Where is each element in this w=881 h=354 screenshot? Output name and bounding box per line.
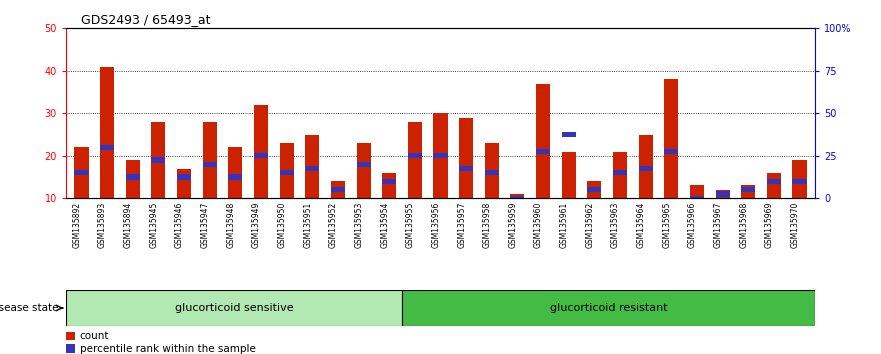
Bar [126, 160, 140, 198]
Bar [357, 143, 371, 198]
Text: GSM135948: GSM135948 [226, 202, 235, 248]
Bar [357, 162, 371, 167]
Text: GSM135947: GSM135947 [201, 202, 210, 248]
Bar [331, 181, 345, 198]
Text: glucorticoid resistant: glucorticoid resistant [550, 303, 667, 313]
Text: GSM135892: GSM135892 [72, 202, 81, 248]
Bar [100, 67, 115, 198]
Bar [741, 187, 755, 192]
Bar [66, 290, 402, 326]
Text: GSM135967: GSM135967 [714, 202, 722, 248]
Bar [510, 194, 524, 198]
Text: GSM135968: GSM135968 [739, 202, 748, 248]
Text: GSM135957: GSM135957 [457, 202, 466, 248]
Text: GSM135969: GSM135969 [765, 202, 774, 248]
Text: GDS2493 / 65493_at: GDS2493 / 65493_at [81, 13, 211, 26]
Bar [562, 152, 576, 198]
Text: GSM135965: GSM135965 [663, 202, 671, 248]
Text: GSM135961: GSM135961 [559, 202, 569, 248]
Bar [459, 166, 473, 171]
Bar [126, 175, 140, 179]
Text: GSM135964: GSM135964 [637, 202, 646, 248]
Bar [228, 147, 242, 198]
Bar [536, 84, 550, 198]
Text: GSM135956: GSM135956 [432, 202, 440, 248]
Bar [279, 170, 293, 175]
Bar [485, 143, 499, 198]
Text: count: count [79, 331, 109, 341]
Bar [793, 179, 807, 184]
Bar [510, 196, 524, 201]
Text: GSM135960: GSM135960 [534, 202, 543, 248]
Bar [66, 344, 75, 353]
Text: GSM135894: GSM135894 [123, 202, 133, 248]
Bar [613, 170, 627, 175]
Bar [639, 166, 653, 171]
Bar [305, 135, 319, 198]
Bar [382, 173, 396, 198]
Bar [766, 179, 781, 184]
Bar [433, 113, 448, 198]
Bar [254, 105, 268, 198]
Bar [203, 162, 217, 167]
Text: GSM135966: GSM135966 [688, 202, 697, 248]
Bar [766, 173, 781, 198]
Bar [228, 175, 242, 179]
Bar [74, 170, 88, 175]
Bar [588, 181, 602, 198]
Text: GSM135954: GSM135954 [381, 202, 389, 248]
Text: GSM135951: GSM135951 [303, 202, 312, 248]
Bar [690, 185, 704, 198]
Bar [254, 153, 268, 158]
Bar [588, 187, 602, 192]
Bar [613, 152, 627, 198]
Text: GSM135952: GSM135952 [329, 202, 338, 248]
Text: GSM135958: GSM135958 [483, 202, 492, 248]
Text: GSM135949: GSM135949 [252, 202, 261, 248]
Bar [536, 149, 550, 154]
Bar [639, 135, 653, 198]
Text: GSM135955: GSM135955 [406, 202, 415, 248]
Bar [402, 290, 815, 326]
Text: GSM135959: GSM135959 [508, 202, 517, 248]
Bar [741, 185, 755, 198]
Bar [203, 122, 217, 198]
Text: percentile rank within the sample: percentile rank within the sample [79, 343, 255, 354]
Bar [690, 196, 704, 201]
Bar [408, 153, 422, 158]
Bar [331, 187, 345, 192]
Bar [459, 118, 473, 198]
Bar [152, 122, 166, 198]
Text: GSM135893: GSM135893 [98, 202, 107, 248]
Text: GSM135962: GSM135962 [585, 202, 595, 248]
Bar [279, 143, 293, 198]
Bar [433, 153, 448, 158]
Bar [793, 160, 807, 198]
Bar [408, 122, 422, 198]
Text: GSM135963: GSM135963 [611, 202, 620, 248]
Text: glucorticoid sensitive: glucorticoid sensitive [174, 303, 293, 313]
Bar [715, 190, 729, 198]
Bar [664, 149, 678, 154]
Text: GSM135953: GSM135953 [354, 202, 364, 248]
Bar [485, 170, 499, 175]
Bar [66, 332, 75, 341]
Text: GSM135970: GSM135970 [790, 202, 800, 248]
Text: GSM135945: GSM135945 [150, 202, 159, 248]
Bar [305, 166, 319, 171]
Bar [715, 192, 729, 196]
Bar [100, 145, 115, 150]
Bar [562, 132, 576, 137]
Text: GSM135950: GSM135950 [278, 202, 286, 248]
Bar [177, 175, 191, 179]
Text: GSM135946: GSM135946 [175, 202, 184, 248]
Bar [74, 147, 88, 198]
Bar [177, 169, 191, 198]
Bar [382, 179, 396, 184]
Bar [152, 158, 166, 162]
Text: disease state: disease state [0, 303, 58, 313]
Bar [664, 79, 678, 198]
